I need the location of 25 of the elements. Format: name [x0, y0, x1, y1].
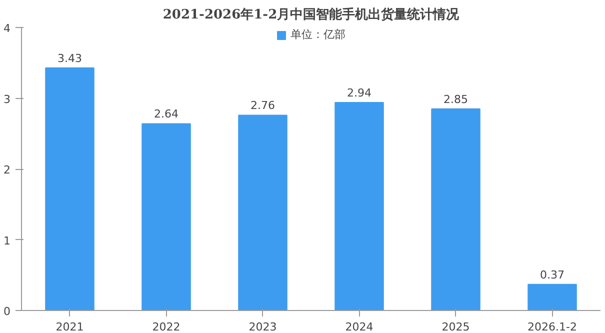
legend-label: 单位：亿部 [290, 28, 346, 42]
y-tick-label: 4 [4, 22, 10, 35]
bar [45, 67, 94, 310]
bar [334, 102, 384, 310]
data-label: 2.85 [444, 92, 468, 106]
chart-title: 2021-2026年1-2月中国智能手机出货量统计情况 [162, 6, 460, 22]
x-tick-label: 2024 [345, 320, 374, 333]
x-tick-label: 2026.1-2 [528, 320, 577, 333]
y-tick-label: 0 [4, 305, 10, 318]
y-tick-label: 1 [4, 234, 10, 248]
y-tick-label: 2 [4, 164, 10, 176]
x-tick-label: 2023 [248, 320, 277, 333]
x-tick-label: 2025 [442, 320, 470, 333]
data-label: 2.76 [250, 99, 276, 112]
data-label: 0.37 [540, 268, 565, 282]
x-tick-label: 2021 [56, 320, 84, 333]
y-tick-label: 3 [4, 92, 10, 106]
bar [528, 284, 577, 310]
data-label: 3.43 [58, 52, 82, 65]
bar [142, 123, 191, 310]
data-label: 2.94 [347, 86, 372, 100]
bar [431, 108, 480, 310]
x-tick-label: 2022 [152, 320, 180, 333]
data-label: 2.64 [154, 108, 179, 121]
bar [238, 114, 288, 310]
